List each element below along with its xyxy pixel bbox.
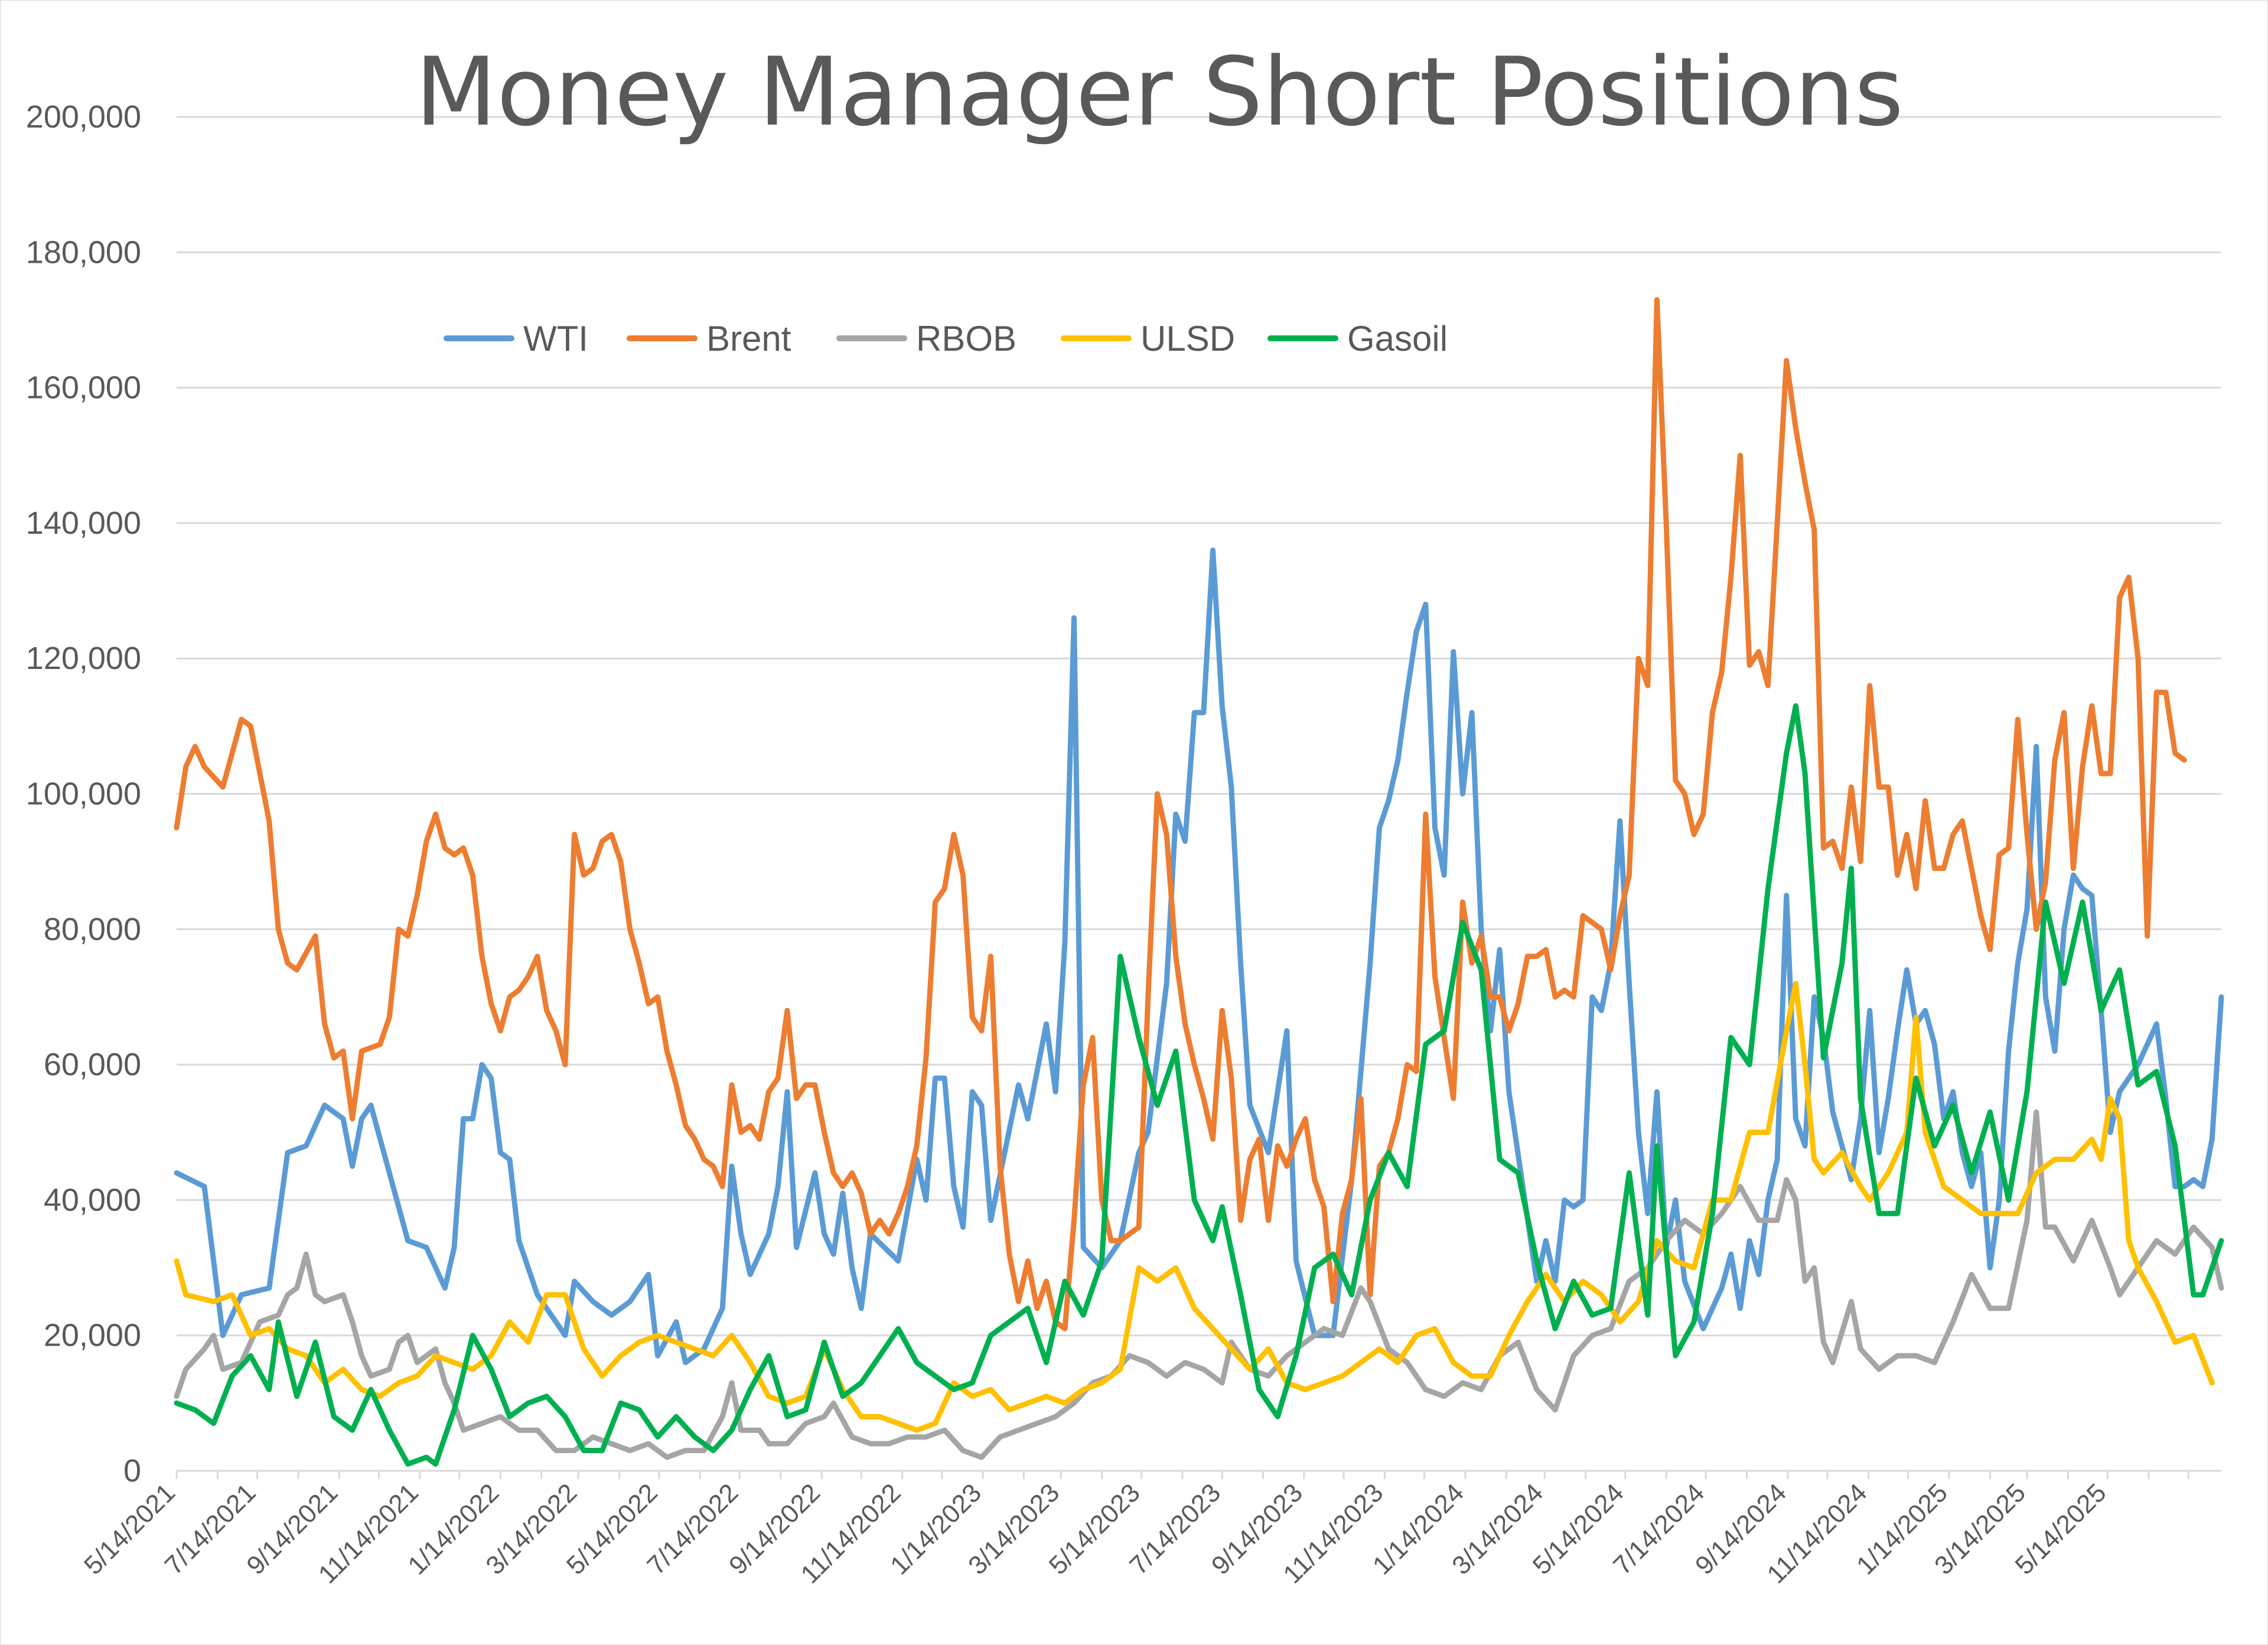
legend-label-ulsd: ULSD bbox=[1140, 319, 1235, 358]
y-tick-label: 200,000 bbox=[26, 99, 141, 135]
y-tick-label: 180,000 bbox=[26, 234, 141, 270]
y-tick-label: 0 bbox=[123, 1453, 141, 1489]
series-line-wti bbox=[174, 547, 2224, 1366]
series-line-brent bbox=[174, 297, 2187, 1331]
y-tick-label: 100,000 bbox=[26, 776, 141, 812]
grid-layer bbox=[177, 116, 2221, 1337]
legend-label-rbob: RBOB bbox=[916, 319, 1016, 358]
series-layer bbox=[174, 297, 2224, 1467]
series-line-ulsd bbox=[174, 981, 2215, 1433]
legend-label-gasoil: Gasoil bbox=[1347, 319, 1448, 358]
y-tick-label: 60,000 bbox=[44, 1047, 141, 1082]
series-line-rbob bbox=[174, 1109, 2224, 1460]
y-tick-label: 80,000 bbox=[44, 912, 141, 947]
y-tick-label: 20,000 bbox=[44, 1318, 141, 1353]
legend-label-brent: Brent bbox=[706, 319, 791, 358]
legend: WTI Brent RBOB ULSD Gasoil bbox=[444, 319, 1448, 358]
y-tick-label: 40,000 bbox=[44, 1182, 141, 1218]
y-tick-label: 160,000 bbox=[26, 370, 141, 406]
series-line-gasoil bbox=[174, 703, 2224, 1467]
y-tick-label: 120,000 bbox=[26, 641, 141, 676]
chart-title: Money Manager Short Positions bbox=[415, 37, 1904, 147]
y-tick-label: 140,000 bbox=[26, 505, 141, 541]
legend-label-wti: WTI bbox=[523, 319, 588, 358]
